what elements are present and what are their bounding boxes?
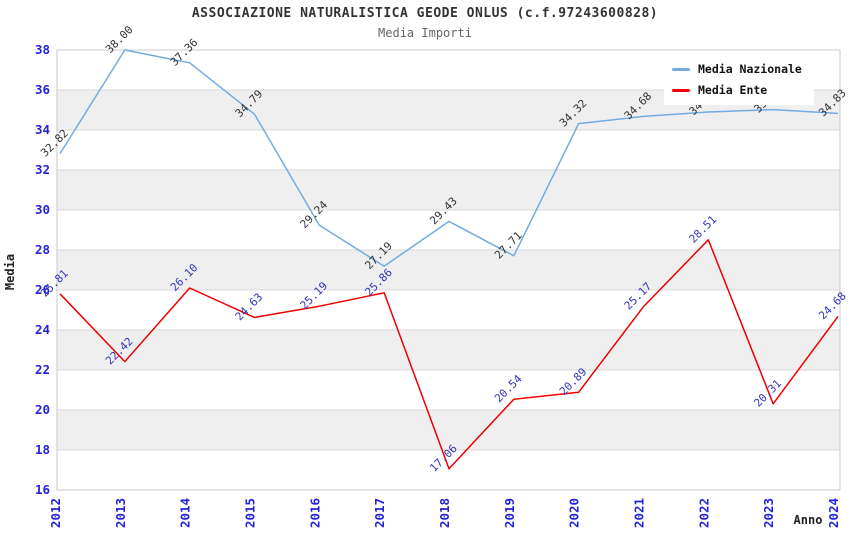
chart-legend: Media Nazionale Media Ente	[664, 55, 814, 105]
x-tick-label: 2017	[372, 498, 387, 528]
plot-band	[57, 250, 840, 290]
y-tick-label: 22	[35, 362, 50, 377]
x-tick-label: 2024	[826, 498, 841, 528]
y-tick-label: 28	[35, 242, 50, 257]
x-tick-label: 2019	[502, 498, 517, 528]
x-tick-label: 2013	[113, 498, 128, 528]
legend-item-media-ente[interactable]: Media Ente	[672, 83, 806, 97]
y-tick-label: 26	[35, 282, 50, 297]
y-tick-label: 18	[35, 442, 50, 457]
legend-item-media-nazionale[interactable]: Media Nazionale	[672, 62, 806, 76]
plot-border	[56, 49, 841, 491]
x-axis-title: Anno	[794, 513, 823, 527]
y-tick-label: 20	[35, 402, 50, 417]
x-tick-label: 2016	[307, 498, 322, 528]
y-tick-label: 16	[35, 482, 50, 497]
point-label: 37.36	[168, 36, 201, 69]
y-tick-label: 30	[35, 202, 50, 217]
chart-title: ASSOCIAZIONE NATURALISTICA GEODE ONLUS (…	[191, 6, 659, 21]
y-tick-label: 34	[35, 122, 50, 137]
legend-label-media-nazionale: Media Nazionale	[698, 62, 802, 76]
plot-band	[57, 170, 840, 210]
x-tick-label: 2022	[696, 498, 711, 528]
legend-label-media-ente: Media Ente	[698, 83, 768, 97]
legend-swatch-media-ente-icon	[672, 88, 690, 92]
chart-subtitle: Media Importi	[378, 26, 472, 40]
x-tick-label: 2014	[178, 498, 193, 528]
series-line-media-nazionale[interactable]	[59, 49, 839, 267]
point-label: 20.54	[492, 372, 525, 405]
point-label: 28.51	[687, 213, 720, 246]
x-tick-label: 2021	[632, 498, 647, 528]
x-tick-label: 2023	[761, 498, 776, 528]
point-label: 20.31	[751, 377, 784, 410]
y-tick-label: 24	[35, 322, 50, 337]
y-axis-title: Media	[3, 254, 17, 290]
y-tick-label: 38	[35, 42, 50, 57]
x-tick-label: 2012	[48, 498, 63, 528]
x-tick-label: 2020	[567, 498, 582, 528]
point-label: 24.63	[233, 291, 266, 324]
legend-swatch-media-nazionale-icon	[672, 67, 690, 71]
plot-band	[57, 410, 840, 450]
x-tick-label: 2018	[437, 498, 452, 528]
plot-band	[57, 330, 840, 370]
point-label: 24.68	[816, 290, 849, 323]
x-tick-label: 2015	[243, 498, 258, 528]
y-tick-label: 32	[35, 162, 50, 177]
y-tick-label: 36	[35, 82, 50, 97]
series-line-media-ente[interactable]	[59, 239, 839, 470]
